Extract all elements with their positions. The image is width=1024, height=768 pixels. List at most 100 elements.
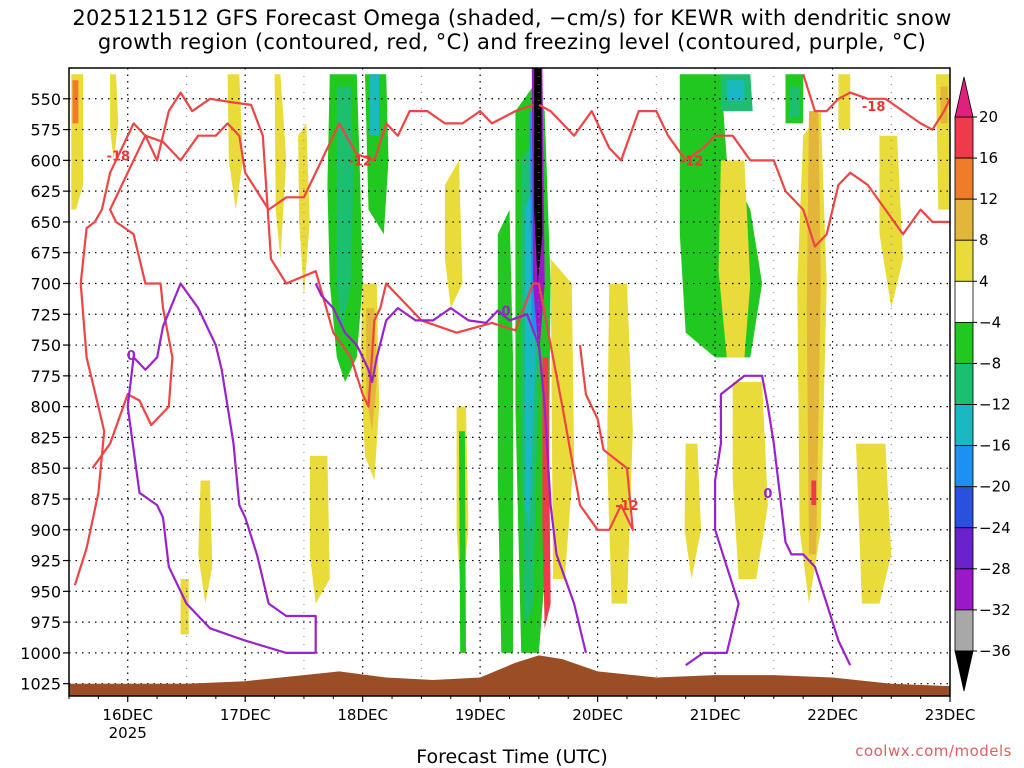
dgz_-18_left: [73, 91, 539, 586]
colorbar-bin: [954, 116, 974, 159]
colorbar-tick-label: 8: [979, 231, 989, 249]
omega-area: [72, 80, 79, 124]
colorbar-tick-label: −20: [979, 478, 1011, 496]
y-tick-label: 825: [30, 428, 61, 447]
dgz_-12_lower: [537, 283, 634, 531]
terrain-fill: [69, 655, 950, 696]
title-line-1: 2025121512 GFS Forecast Omega (shaded, −…: [72, 6, 952, 30]
omega-area: [444, 160, 463, 309]
omega-area: [856, 443, 892, 604]
y-tick-label: 875: [30, 490, 61, 509]
colorbar-bin: [954, 363, 974, 405]
y-tick-label: 800: [30, 398, 61, 417]
contour-label: 0: [501, 305, 510, 320]
y-tick-label: 975: [30, 613, 61, 632]
y-tick-label: 950: [30, 582, 61, 601]
colorbar-bin: [954, 404, 974, 447]
y-tick-label: 750: [30, 336, 61, 355]
omega-area: [309, 455, 330, 604]
colorbar-tick-label: −12: [979, 396, 1011, 414]
x-tick-label: 19DEC: [455, 706, 506, 724]
y-tick-label: 775: [30, 367, 61, 386]
colorbar-tick-label: −16: [979, 437, 1011, 455]
colorbar-tick-label: −24: [979, 519, 1011, 537]
x-tick-label: 22DEC: [807, 706, 858, 724]
colorbar-bin: [954, 486, 974, 529]
contour-label: 0: [763, 487, 772, 502]
x-tick-label: 23DEC: [925, 706, 976, 724]
dgz_-12_inner: [91, 103, 534, 469]
colorbar-tick-label: −4: [979, 313, 1001, 331]
colorbar-top-arrow: [954, 76, 974, 118]
x-tick-label: 18DEC: [337, 706, 388, 724]
y-tick-label: 700: [30, 274, 61, 293]
colorbar-bottom-arrow: [954, 650, 974, 692]
credit-link[interactable]: coolwx.com/models: [855, 742, 1012, 760]
colorbar-bin: [954, 239, 974, 282]
colorbar-bin: [954, 280, 974, 323]
x-tick-label: 21DEC: [690, 706, 741, 724]
y-tick-label: 600: [30, 151, 61, 170]
y-tick-label: 925: [30, 552, 61, 571]
omega-area: [336, 86, 354, 333]
y-tick-label: 550: [30, 90, 61, 109]
y-tick-label: 575: [30, 121, 61, 140]
title-line-2: growth region (contoured, red, °C) and f…: [97, 30, 927, 54]
chart-title: 2025121512 GFS Forecast Omega (shaded, −…: [0, 6, 1024, 54]
colorbar-bin: [954, 568, 974, 611]
omega-area: [789, 86, 800, 118]
omega-area: [110, 74, 119, 161]
colorbar-tick-label: −36: [979, 642, 1011, 660]
y-axis: 550 575 600 625 650 675 700 725 750 775 800 825 850 8…: [20, 90, 69, 694]
y-tick-label: 850: [30, 459, 61, 478]
omega-area: [180, 579, 189, 635]
omega-area: [274, 74, 287, 259]
contour-label: -12: [680, 154, 704, 169]
y-tick-label: 650: [30, 213, 61, 232]
x-tick-label: 17DEC: [220, 706, 271, 724]
omega-area: [718, 160, 751, 358]
omega-area: [369, 74, 380, 136]
omega-area: [298, 123, 310, 296]
y-tick-label: 1000: [20, 644, 61, 663]
colorbar-tick-label: 16: [979, 149, 998, 167]
y-tick-label: 625: [30, 182, 61, 201]
contour-lines: -18 -12 -12 -18 -12 0 0 0: [73, 73, 950, 667]
freezing_0_left: [126, 282, 317, 655]
contour-label: -12: [349, 154, 373, 169]
omega-area: [811, 480, 817, 506]
colorbar-bin: [954, 321, 974, 364]
x-tick-label: 16DEC: [102, 706, 153, 724]
colorbar-bin: [954, 198, 974, 241]
colorbar-bin: [954, 527, 974, 570]
x-tick-label: 20DEC: [572, 706, 623, 724]
x-tick-sublabel: 2025: [109, 724, 147, 742]
y-tick-label: 725: [30, 305, 61, 324]
colorbar-bin: [954, 445, 974, 488]
colorbar-bin: [954, 609, 974, 652]
contour-label: -12: [615, 499, 639, 514]
contour-label: 0: [127, 349, 136, 364]
colorbar-tick-label: −32: [979, 601, 1011, 619]
omega-area: [879, 135, 903, 309]
omega-area: [227, 74, 243, 210]
y-tick-label: 1025: [20, 675, 61, 694]
colorbar-tick-label: 20: [979, 108, 998, 126]
y-tick-label: 675: [30, 244, 61, 263]
colorbar-tick-label: 12: [979, 190, 998, 208]
freezing_0_mid: [314, 283, 587, 654]
omega-area: [684, 443, 701, 579]
dgz_-18_right: [802, 73, 950, 131]
dgz_-12_right: [538, 103, 950, 248]
omega-area: [198, 480, 213, 604]
y-tick-label: 900: [30, 521, 61, 540]
freezing_0_right: [685, 374, 852, 667]
colorbar-tick-label: −8: [979, 354, 1001, 372]
colorbar-bin: [954, 157, 974, 200]
omega-area: [550, 258, 575, 579]
omega-area: [838, 74, 851, 130]
omega-area: [726, 80, 745, 102]
omega-area: [459, 431, 466, 653]
